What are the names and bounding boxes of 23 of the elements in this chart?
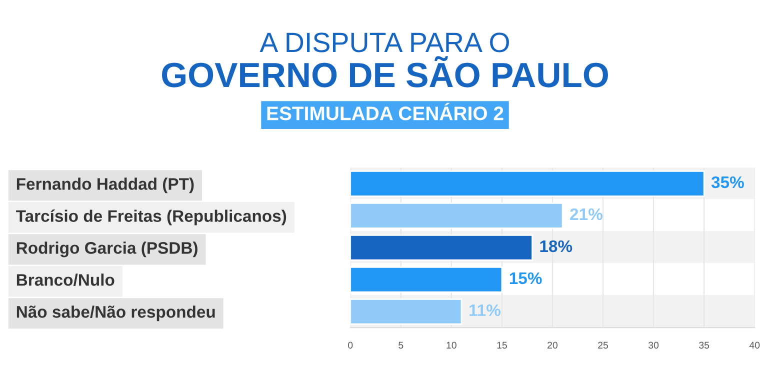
data-label: 15% — [510, 272, 542, 284]
data-label: 11% — [470, 304, 500, 316]
x-tick-label: 35 — [699, 342, 710, 349]
data-label: 21% — [570, 208, 602, 220]
bar — [350, 298, 462, 325]
x-tick-label: 10 — [446, 342, 456, 349]
chart-title: A DISPUTA PARA O — [260, 32, 509, 52]
x-tick-label: 30 — [648, 342, 659, 349]
x-tick-label: 5 — [398, 342, 404, 349]
y-tick-label: Tarcísio de Freitas (Republicanos) — [16, 210, 286, 226]
data-label: 35% — [711, 176, 744, 188]
y-tick-label: Rodrigo Garcia (PSDB) — [16, 242, 198, 258]
data-label: 18% — [540, 240, 572, 252]
text: ESTIMULADA CENÁRIO 2 — [267, 102, 504, 120]
y-tick-label: Branco/Nulo — [16, 274, 114, 286]
x-tick-label: 0 — [348, 342, 353, 349]
x-tick-label: 15 — [497, 342, 507, 349]
x-tick-label: 40 — [749, 342, 760, 349]
y-tick-label: Fernando Haddad (PT) — [16, 178, 194, 194]
y-tick-label: Não sabe/Não respondeu — [16, 306, 215, 322]
x-tick-label: 20 — [548, 342, 558, 349]
chart-subtitle: GOVERNO DE SÃO PAULO — [162, 56, 608, 88]
x-tick-label: 25 — [598, 342, 608, 349]
